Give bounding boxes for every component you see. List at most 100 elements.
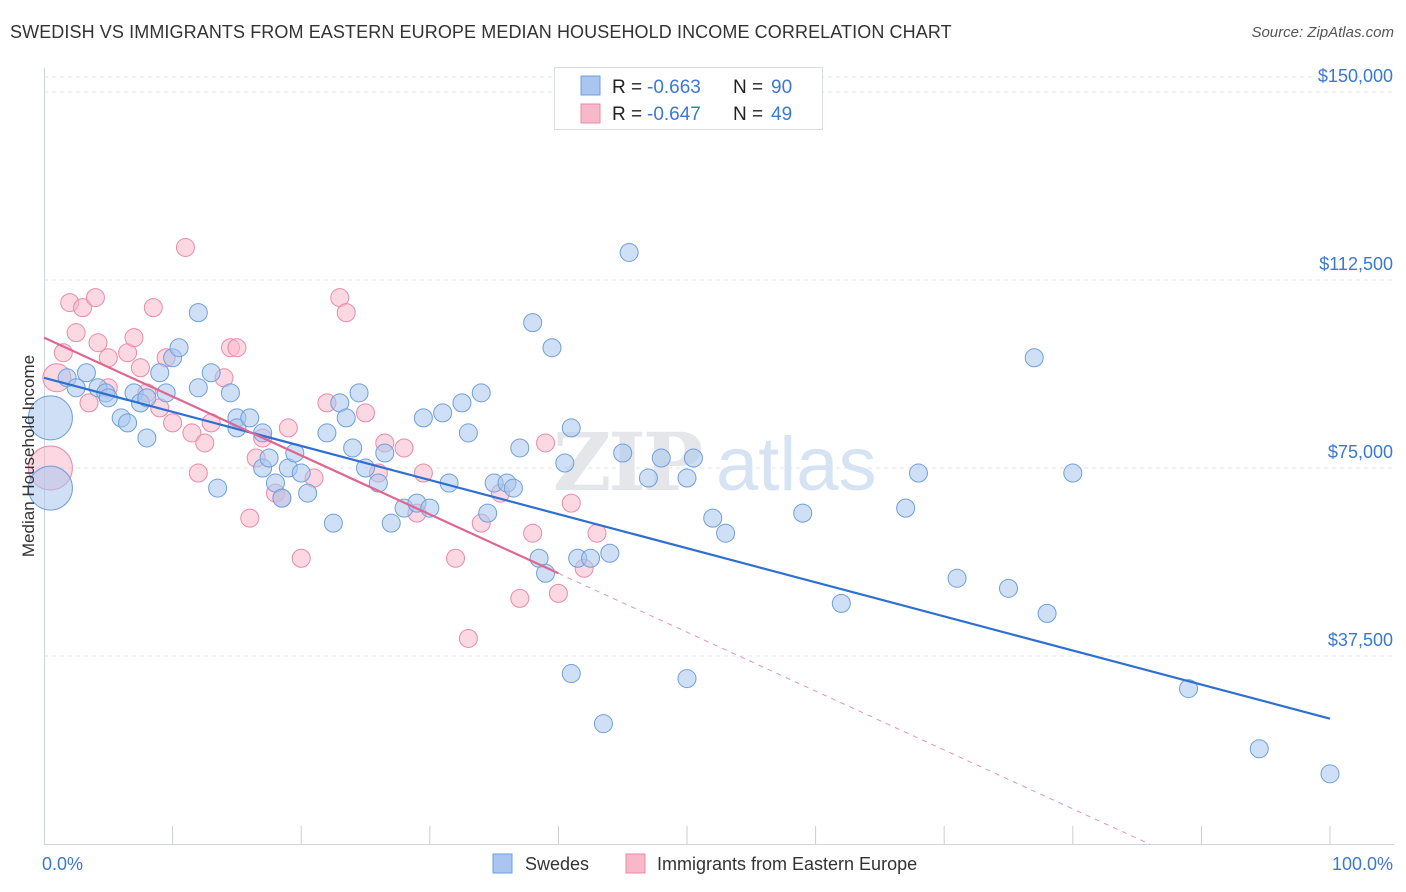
swedes-point: [368, 473, 388, 493]
swedes-point: [150, 363, 170, 383]
chart-title: SWEDISH VS IMMIGRANTS FROM EASTERN EUROP…: [10, 22, 952, 42]
legend-r-value-immigrants: -0.647: [647, 104, 701, 125]
swedes-point: [1249, 739, 1269, 759]
swedes-point: [27, 395, 73, 441]
bottom-legend-label-immigrants: Immigrants from Eastern Europe: [657, 854, 917, 874]
immigrants-point: [130, 358, 150, 378]
swedes-point: [413, 408, 433, 428]
immigrants-point: [182, 423, 202, 443]
immigrants-point: [523, 523, 543, 543]
swedes-point: [793, 503, 813, 523]
swedes-point: [317, 423, 337, 443]
swedes-point: [542, 338, 562, 358]
y-tick-label: $75,000: [1328, 442, 1393, 462]
swedes-point: [638, 468, 658, 488]
swedes-point: [188, 303, 208, 323]
grid-lines: [44, 76, 1394, 657]
immigrants-point: [291, 548, 311, 568]
legend-swatch-immigrants: [580, 103, 601, 124]
swedes-point: [1024, 348, 1044, 368]
swedes-point: [683, 448, 703, 468]
swedes-point: [76, 363, 96, 383]
swedes-point: [343, 438, 363, 458]
immigrants-point: [240, 508, 260, 528]
swedes-point: [561, 418, 581, 438]
swedes-point: [220, 383, 240, 403]
y-tick-label: $37,500: [1328, 630, 1393, 650]
immigrants-point: [188, 463, 208, 483]
immigrants-point: [446, 548, 466, 568]
bottom-legend-swatch-swedes: [492, 853, 513, 874]
swedes-point: [999, 578, 1018, 598]
watermark: ZIP atlas: [553, 415, 877, 509]
swedes-point: [98, 388, 118, 408]
swedes-point: [600, 543, 620, 563]
x-ticks: [172, 826, 1331, 844]
swedes-point: [831, 593, 851, 613]
immigrants-point: [175, 237, 195, 257]
legend-swatch-swedes: [580, 75, 601, 96]
immigrants-point: [66, 323, 86, 343]
legend-n-value-swedes: 90: [771, 77, 792, 98]
swedes-point: [381, 513, 401, 533]
trend-lines: [43, 336, 1331, 845]
swedes-point: [375, 443, 395, 463]
swedes-point: [510, 438, 530, 458]
immigrants-point: [85, 288, 105, 308]
swedes-point: [613, 443, 633, 463]
immigrants-point: [124, 328, 144, 348]
swedes-point: [272, 488, 292, 508]
immigrants-point: [79, 393, 99, 413]
immigrants-point: [548, 583, 568, 603]
immigrants-point: [458, 628, 478, 648]
swedes-point: [1037, 603, 1057, 623]
swedes-point: [677, 669, 697, 689]
swedes-point: [240, 408, 260, 428]
swedes-point: [1320, 764, 1340, 784]
swedes-point: [336, 408, 356, 428]
legend-n-value-immigrants: 49: [771, 104, 792, 125]
swedes-point: [651, 448, 671, 468]
immigrants-point: [195, 433, 215, 453]
legend-r-label-immigrants: R =: [612, 104, 642, 125]
chart-source: Source: ZipAtlas.com: [1251, 24, 1394, 41]
swedes-point: [561, 664, 581, 684]
swedes-point: [619, 242, 639, 262]
swedes-point: [27, 465, 73, 511]
immigrants-point: [163, 413, 183, 433]
bottom-legend-label-swedes: Swedes: [525, 854, 589, 874]
swedes-point: [291, 463, 311, 483]
legend-r-value-swedes: -0.663: [647, 77, 701, 98]
swedes-point: [259, 448, 279, 468]
bottom-legend: Swedes Immigrants from Eastern Europe: [492, 853, 917, 874]
y-axis-label: Median Household Income: [19, 355, 38, 557]
swedes-point: [908, 463, 928, 483]
immigrants-point: [73, 298, 93, 318]
swedes-point: [118, 413, 138, 433]
legend-r-label-swedes: R =: [612, 77, 642, 98]
immigrants-point: [510, 588, 530, 608]
swedes-point: [188, 378, 208, 398]
immigrants-point: [227, 338, 247, 358]
swedes-point: [581, 548, 601, 568]
x-tick-label-min: 0.0%: [42, 854, 83, 874]
immigrants-point: [336, 303, 356, 323]
swedes-point: [298, 483, 318, 503]
immigrants-point: [536, 433, 556, 453]
swedes-point: [677, 468, 697, 488]
swedes-point: [593, 714, 613, 734]
swedes-point: [201, 363, 221, 383]
swedes-point: [208, 478, 228, 498]
immigrants-point: [561, 493, 581, 513]
swedes-point: [323, 513, 343, 533]
swedes-point: [452, 393, 472, 413]
immigrants-point: [394, 438, 414, 458]
watermark-atlas: atlas: [716, 422, 877, 507]
swedes-point: [716, 523, 736, 543]
swedes-points: [27, 242, 1340, 784]
swedes-point: [523, 313, 543, 333]
swedes-point: [503, 478, 523, 498]
x-tick-label-max: 100.0%: [1332, 854, 1393, 874]
swedes-point: [349, 383, 369, 403]
